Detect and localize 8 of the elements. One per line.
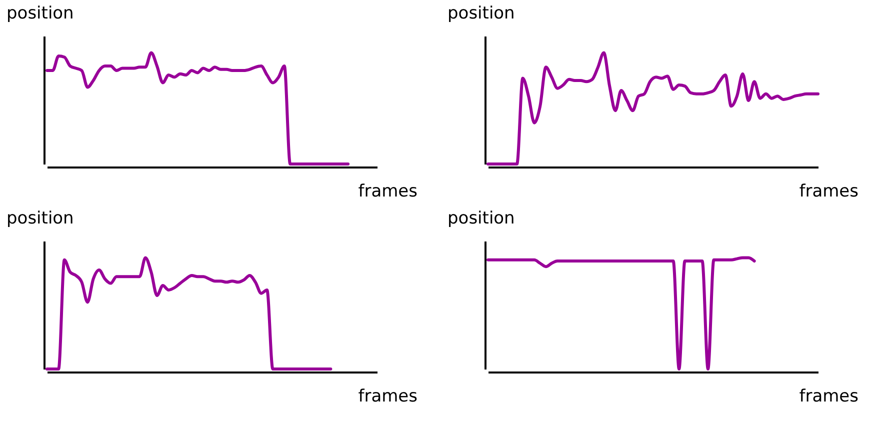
x-axis-title: frames xyxy=(799,386,859,406)
y-axis-title: position xyxy=(448,208,515,228)
x-axis-title: frames xyxy=(358,182,418,202)
y-axis-title: position xyxy=(448,4,515,24)
x-axis-title: frames xyxy=(358,386,418,406)
x-axis-title: frames xyxy=(799,182,859,202)
y-axis-title: position xyxy=(6,208,74,228)
y-axis-title: position xyxy=(6,4,74,24)
